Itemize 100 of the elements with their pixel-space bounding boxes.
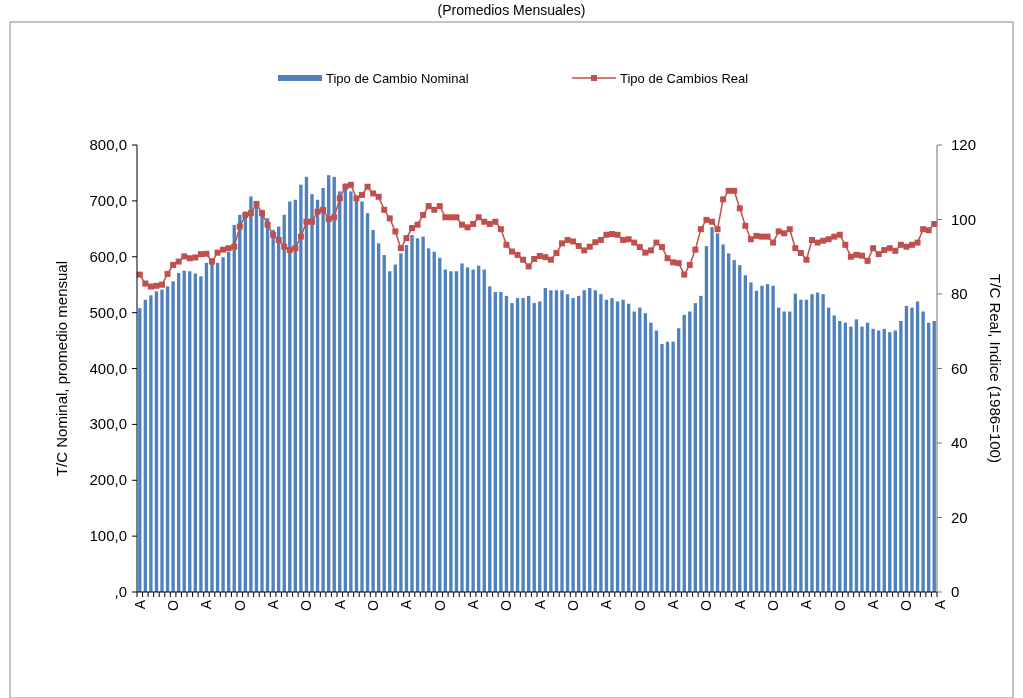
bar (549, 290, 553, 592)
y2-tick-label: 100 (951, 210, 977, 228)
bar (843, 322, 847, 592)
bar (515, 298, 520, 592)
bar (149, 295, 153, 592)
bar (310, 194, 314, 592)
bar (138, 308, 142, 592)
bar (532, 303, 536, 592)
bar (488, 286, 492, 592)
x-tick-label: A (931, 599, 948, 610)
bar (427, 248, 431, 592)
bar (899, 321, 903, 592)
bar (838, 321, 842, 592)
bar (554, 290, 559, 592)
bar (799, 299, 803, 592)
y-tick-label: ,0 (114, 583, 127, 600)
bar (849, 326, 853, 592)
y-tick-label: 300,0 (89, 415, 127, 433)
bar (421, 236, 425, 592)
bar (271, 229, 275, 592)
bar (788, 311, 792, 592)
bar (882, 328, 886, 592)
bar (221, 257, 225, 592)
bar (593, 290, 597, 592)
bar (199, 276, 203, 592)
bar (632, 311, 636, 592)
x-tick-label: A (465, 599, 482, 610)
legend-label: Tipo de Cambios Real (620, 71, 749, 86)
bar (649, 322, 653, 592)
bar (821, 294, 825, 592)
bar (793, 293, 797, 592)
bar (204, 262, 209, 592)
bar (832, 315, 836, 592)
x-tick-label: O (498, 599, 515, 611)
bar (677, 328, 681, 592)
bar (482, 269, 486, 592)
bar (671, 341, 675, 592)
bar (743, 275, 747, 592)
bar (888, 332, 892, 592)
bar (771, 285, 775, 592)
bar (538, 301, 542, 592)
bar (599, 294, 603, 592)
bar (371, 229, 375, 592)
bar (188, 271, 192, 592)
bar (504, 295, 509, 592)
x-tick-label: A (865, 599, 882, 610)
bar (582, 290, 586, 592)
bar (443, 269, 447, 592)
bar (860, 326, 864, 592)
bar (377, 243, 381, 592)
bar (643, 313, 647, 592)
y2-tick-label: 120 (951, 136, 977, 153)
x-tick-label: A (665, 599, 682, 610)
bar (904, 305, 909, 592)
y-tick-label: 700,0 (89, 191, 127, 209)
bar (565, 294, 570, 592)
bar (682, 314, 686, 592)
bar (182, 270, 186, 592)
bar (693, 303, 697, 592)
bar (404, 245, 409, 592)
y2-tick-label: 0 (951, 583, 960, 600)
bar (465, 267, 470, 592)
bar (704, 246, 709, 592)
x-tick-label: O (565, 599, 582, 611)
bar (571, 298, 575, 592)
bar (727, 253, 731, 592)
bar (577, 295, 581, 592)
bar (349, 191, 353, 592)
bar (871, 328, 875, 592)
y2-tick-label: 40 (951, 434, 968, 451)
bar (932, 321, 936, 592)
y-tick-label: 400,0 (89, 359, 127, 377)
x-tick-label: A (731, 599, 748, 610)
bar (782, 311, 786, 592)
bar (527, 295, 531, 592)
x-tick-label: A (598, 599, 615, 610)
bar (754, 290, 759, 592)
bar (688, 311, 692, 592)
bar (665, 341, 670, 592)
x-tick-label: O (898, 599, 915, 611)
x-tick-label: A (265, 599, 282, 610)
y-axis-title: T/C Nominal, promedio mensual (53, 260, 70, 477)
chart-title: (Promedios Mensuales) (437, 2, 586, 18)
bar (560, 290, 564, 592)
bar (615, 301, 620, 592)
bar (365, 213, 370, 592)
bar (815, 292, 820, 592)
bar (454, 271, 459, 592)
bar (382, 255, 386, 592)
y2-tick-label: 20 (951, 508, 968, 526)
bar (660, 343, 664, 592)
bar (610, 298, 614, 592)
x-tick-label: O (298, 599, 315, 611)
bar (432, 251, 436, 592)
bar (638, 307, 642, 592)
x-tick-label: O (365, 599, 382, 611)
bar (471, 269, 475, 592)
x-tick-label: A (331, 599, 348, 610)
bar (588, 288, 592, 592)
bar (765, 284, 770, 592)
